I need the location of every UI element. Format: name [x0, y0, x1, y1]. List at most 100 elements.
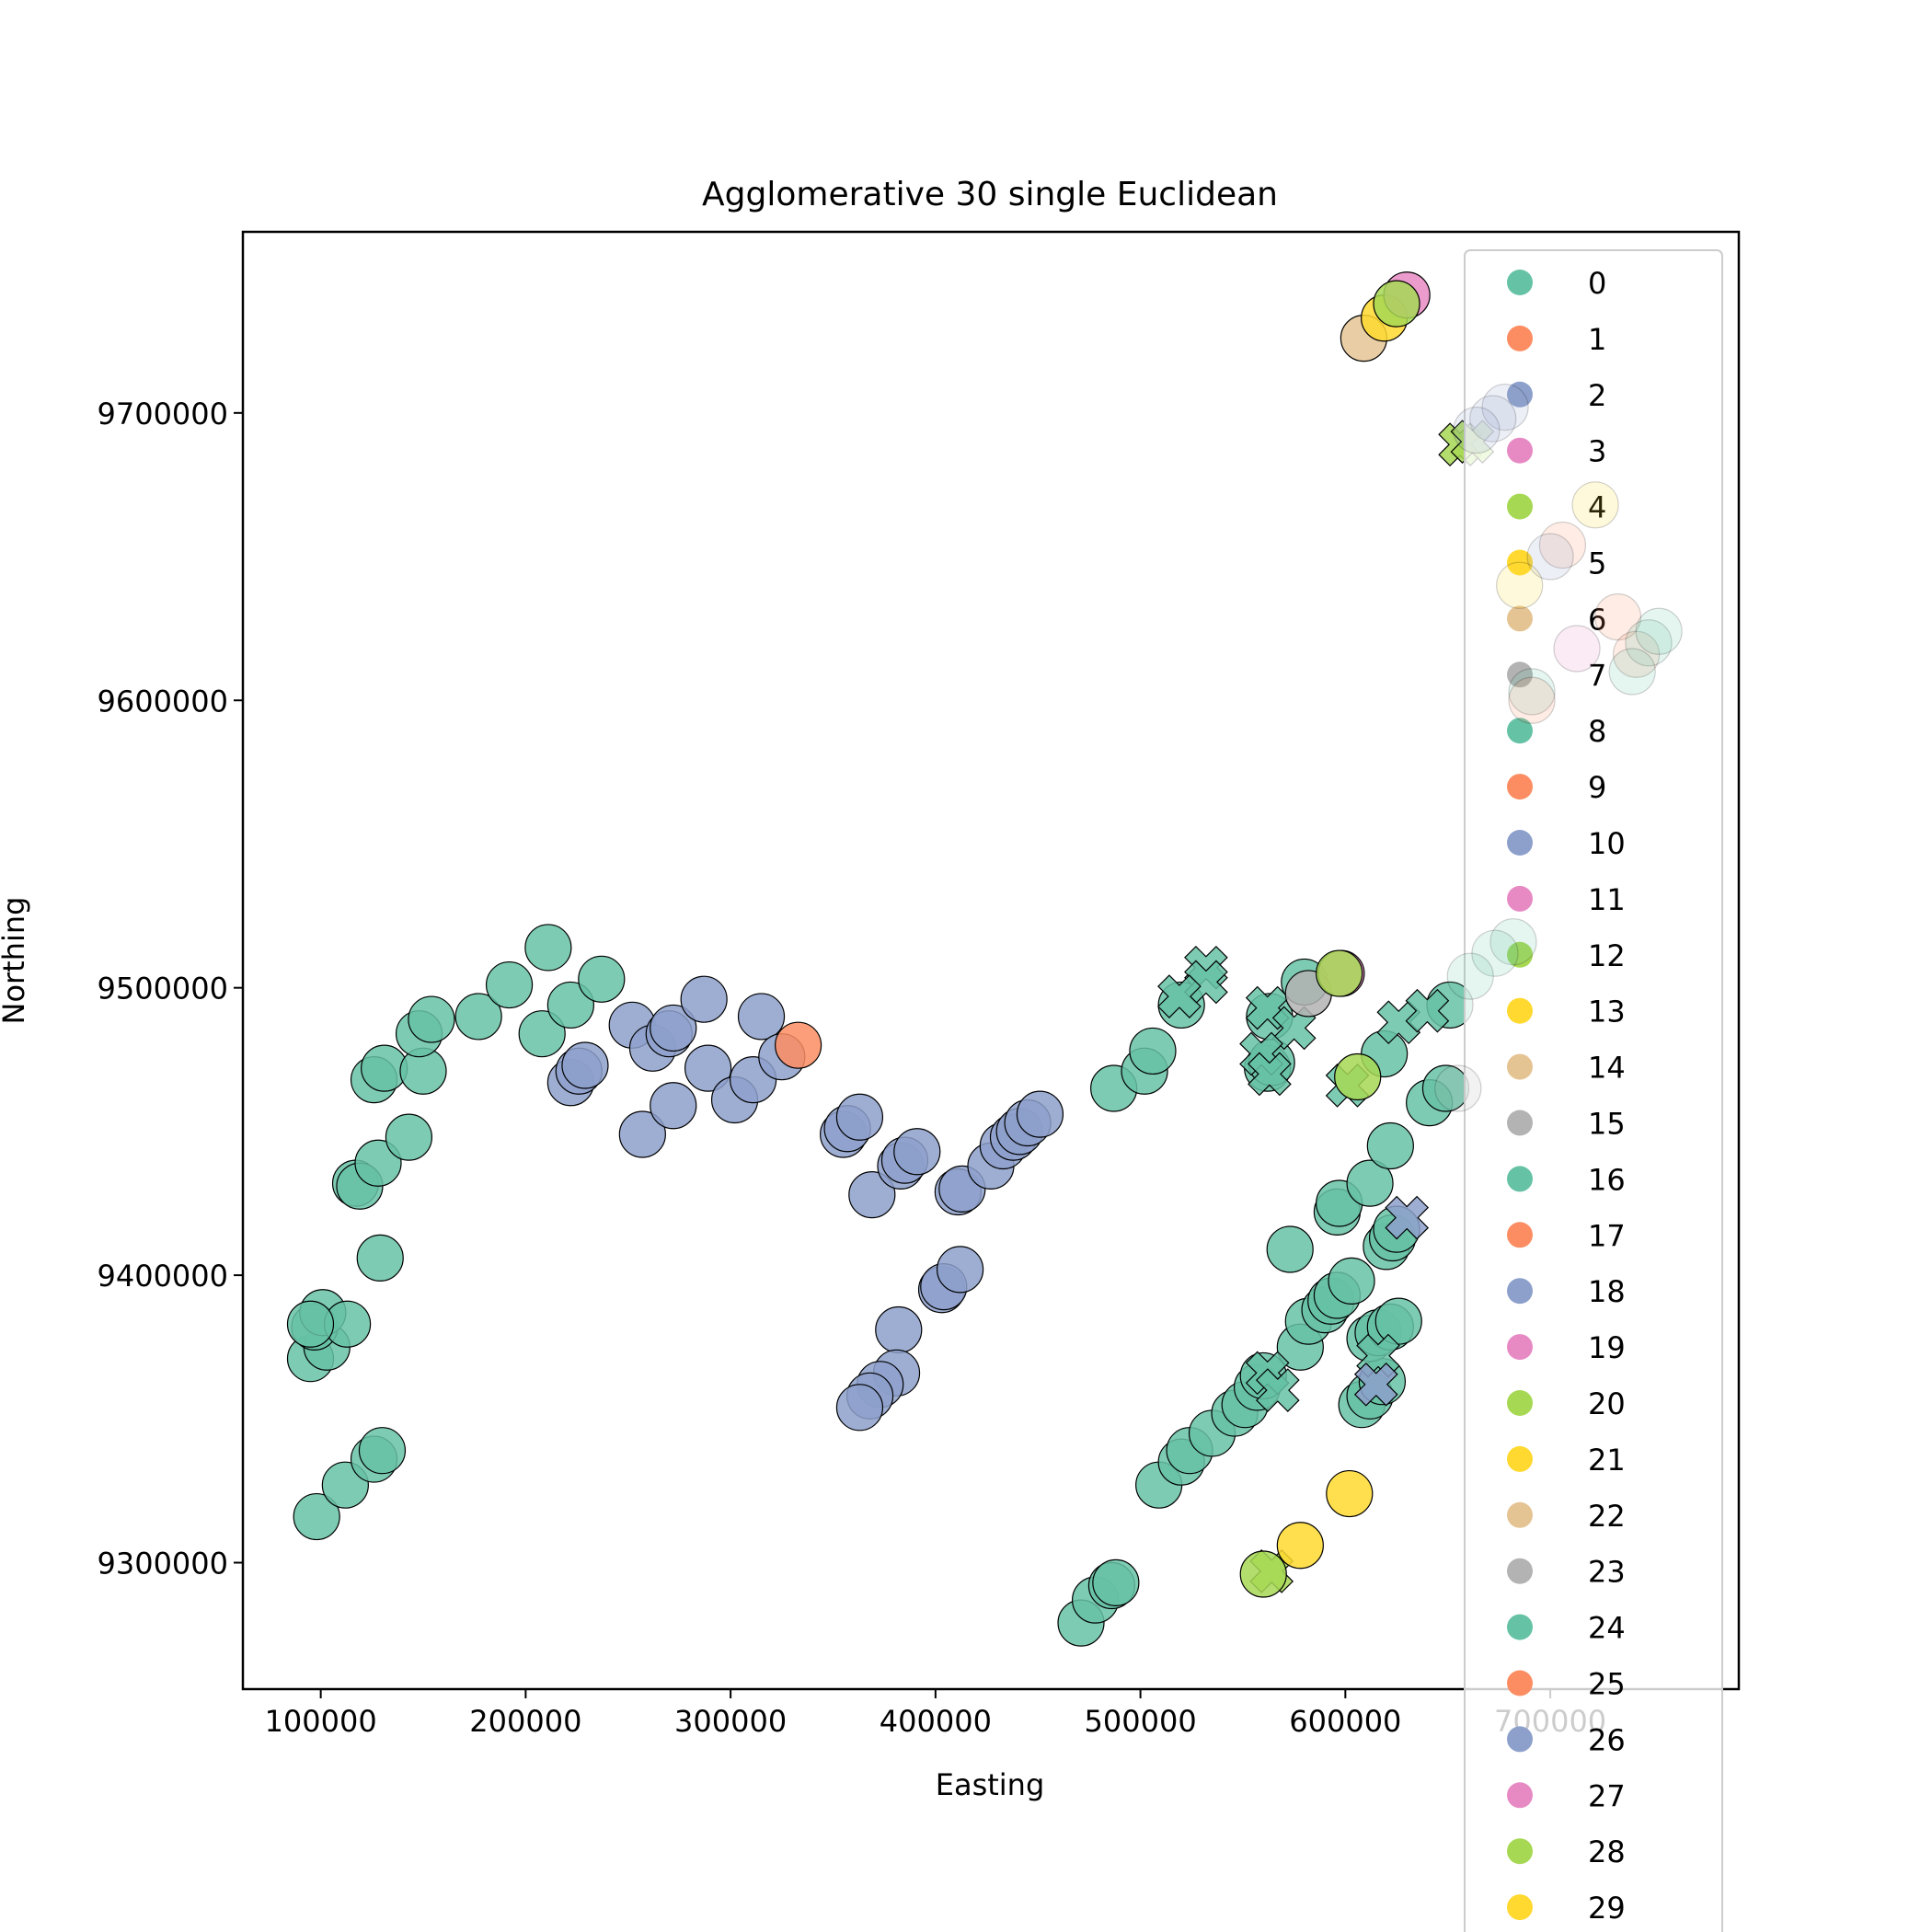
data-point: [1538, 521, 1587, 569]
data-point: [1353, 1362, 1398, 1407]
data-point: [1248, 1052, 1292, 1097]
data-point: [1092, 1558, 1140, 1607]
data-point: [1446, 952, 1494, 1000]
legend-label: 6: [1588, 602, 1606, 637]
x-tick-label: 300000: [674, 1704, 787, 1739]
chart-title: Agglomerative 30 single Euclidean: [702, 176, 1278, 213]
legend-label: 14: [1588, 1051, 1626, 1086]
legend-marker: [1507, 1334, 1533, 1361]
data-point: [1608, 648, 1656, 696]
data-point: [1374, 1297, 1422, 1345]
x-tick-label: 400000: [880, 1704, 992, 1739]
x-tick-label: 100000: [265, 1704, 377, 1739]
data-point: [385, 1113, 433, 1161]
legend-marker: [1507, 437, 1533, 464]
data-point: [1366, 1121, 1414, 1170]
legend-marker: [1507, 1501, 1533, 1528]
legend-marker: [1507, 270, 1533, 295]
legend-label: 10: [1588, 826, 1626, 861]
data-point: [848, 1171, 896, 1219]
legend-marker: [1507, 661, 1533, 688]
data-point: [1405, 988, 1450, 1033]
data-point: [1508, 668, 1556, 716]
y-tick-label: 9400000: [97, 1259, 228, 1294]
data-point: [680, 975, 728, 1023]
legend-marker: [1507, 1166, 1533, 1192]
x-axis-label: Easting: [936, 1767, 1045, 1802]
x-tick-label: 500000: [1085, 1704, 1197, 1739]
data-point: [1434, 1064, 1482, 1112]
legend-marker: [1507, 493, 1533, 520]
data-layer: [286, 271, 1495, 1647]
data-point: [518, 1010, 566, 1058]
legend-label: 8: [1588, 714, 1606, 749]
data-point: [354, 1139, 402, 1187]
data-point: [561, 1041, 609, 1089]
data-point: [578, 955, 626, 1003]
data-point: [1453, 406, 1501, 454]
data-point: [1471, 929, 1519, 977]
legend-label: 25: [1588, 1667, 1626, 1702]
data-point: [546, 981, 594, 1029]
x-tick-label: 600000: [1289, 1704, 1401, 1739]
data-point: [1469, 395, 1517, 443]
legend-label: 12: [1588, 938, 1626, 973]
legend-label: 9: [1588, 770, 1606, 805]
legend-marker: [1507, 830, 1533, 856]
legend-marker: [1507, 885, 1533, 912]
legend-marker: [1507, 997, 1533, 1024]
data-point: [1316, 949, 1363, 997]
data-point: [358, 1427, 407, 1475]
legend-marker: [1507, 718, 1533, 744]
legend-label: 0: [1588, 266, 1606, 301]
plot-frame: [241, 230, 1741, 1691]
legend-label: 13: [1588, 995, 1626, 1029]
legend-marker: [1507, 1670, 1533, 1696]
legend-label: 24: [1588, 1611, 1626, 1646]
legend-label: 23: [1588, 1555, 1626, 1590]
legend-label: 27: [1588, 1778, 1626, 1813]
data-point: [1526, 533, 1574, 581]
legend-marker: [1507, 1278, 1533, 1305]
data-point: [1481, 383, 1529, 431]
data-point: [1593, 593, 1642, 641]
data-point: [936, 1246, 984, 1294]
legend-marker: [1507, 1726, 1533, 1753]
data-point: [1376, 1000, 1421, 1045]
data-point: [650, 1004, 697, 1052]
data-point: [1016, 1090, 1064, 1138]
data-point: [1625, 619, 1673, 667]
legend-label: 29: [1588, 1891, 1626, 1926]
data-point: [286, 1300, 335, 1348]
data-point: [1239, 1550, 1287, 1598]
legend-label: 11: [1588, 882, 1626, 917]
data-point: [875, 1305, 923, 1354]
legend-label: 19: [1588, 1330, 1626, 1365]
data-point: [835, 1384, 884, 1432]
legend-marker: [1507, 1222, 1533, 1248]
y-tick-label: 9600000: [97, 684, 228, 719]
legend-label: 18: [1588, 1274, 1626, 1309]
data-point: [835, 1093, 884, 1141]
legend-marker: [1507, 549, 1533, 576]
legend-marker: [1507, 1053, 1533, 1080]
data-point: [1157, 974, 1202, 1018]
legend-marker: [1507, 941, 1533, 968]
data-point: [1334, 1052, 1382, 1101]
legend-label: 20: [1588, 1386, 1626, 1421]
data-point: [1496, 561, 1544, 609]
legend-marker: [1507, 1614, 1533, 1640]
legend-marker: [1507, 1838, 1533, 1865]
data-point: [1373, 280, 1420, 328]
legend-marker: [1507, 605, 1533, 632]
legend-label: 21: [1588, 1443, 1626, 1478]
legend-label: 15: [1588, 1107, 1626, 1142]
data-point: [1326, 1469, 1374, 1518]
legend-label: 3: [1588, 434, 1606, 469]
data-point: [1489, 918, 1537, 966]
data-point: [356, 1234, 404, 1282]
data-point: [1635, 607, 1683, 655]
legend-marker: [1507, 381, 1533, 408]
y-tick-label: 9300000: [97, 1547, 228, 1581]
